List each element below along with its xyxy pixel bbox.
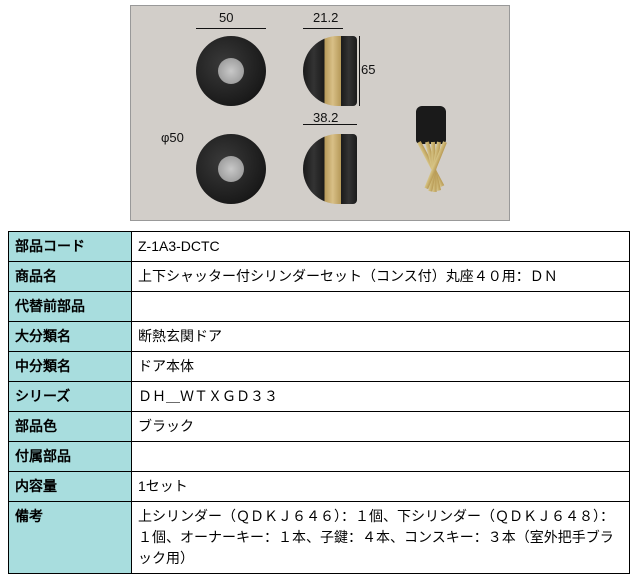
dim-width-50: 50: [219, 10, 233, 25]
table-row: 大分類名断熱玄関ドア: [9, 322, 630, 352]
table-row: 代替前部品: [9, 292, 630, 322]
row-label: 付属部品: [9, 442, 132, 472]
row-label: 商品名: [9, 262, 132, 292]
dim-width-212: 21.2: [313, 10, 338, 25]
row-value: [132, 442, 630, 472]
row-value: [132, 292, 630, 322]
row-value: Z-1A3-DCTC: [132, 232, 630, 262]
product-diagram: 50 21.2 65 38.2 φ50: [130, 5, 510, 221]
key-head-icon: [416, 106, 446, 144]
row-value: 上シリンダー（ＱＤＫＪ６４６）：１個、下シリンダー（ＱＤＫＪ６４８）：１個、オー…: [132, 502, 630, 574]
cylinder-side-top: [303, 36, 357, 106]
row-value: ドア本体: [132, 352, 630, 382]
row-label: 代替前部品: [9, 292, 132, 322]
dim-line: [303, 28, 343, 29]
table-row: 内容量1セット: [9, 472, 630, 502]
spec-table-body: 部品コードZ-1A3-DCTC商品名上下シャッター付シリンダーセット（コンス付）…: [9, 232, 630, 574]
row-value: ブラック: [132, 412, 630, 442]
cylinder-side-bottom: [303, 134, 357, 204]
dim-line: [359, 36, 360, 106]
row-label: シリーズ: [9, 382, 132, 412]
row-value: 1セット: [132, 472, 630, 502]
spec-table: 部品コードZ-1A3-DCTC商品名上下シャッター付シリンダーセット（コンス付）…: [8, 231, 630, 574]
table-row: 備考上シリンダー（ＱＤＫＪ６４６）：１個、下シリンダー（ＱＤＫＪ６４８）：１個、…: [9, 502, 630, 574]
table-row: 部品コードZ-1A3-DCTC: [9, 232, 630, 262]
dim-line: [196, 28, 266, 29]
keys-illustration: [381, 106, 481, 196]
row-label: 中分類名: [9, 352, 132, 382]
table-row: 商品名上下シャッター付シリンダーセット（コンス付）丸座４０用：ＤＮ: [9, 262, 630, 292]
row-label: 内容量: [9, 472, 132, 502]
keyhole-icon: [218, 58, 244, 84]
dim-depth-382: 38.2: [313, 110, 338, 125]
row-label: 部品コード: [9, 232, 132, 262]
table-row: 付属部品: [9, 442, 630, 472]
row-value: ＤＨ＿ＷＴＸＧＤ３３: [132, 382, 630, 412]
row-value: 上下シャッター付シリンダーセット（コンス付）丸座４０用：ＤＮ: [132, 262, 630, 292]
row-label: 部品色: [9, 412, 132, 442]
table-row: 部品色ブラック: [9, 412, 630, 442]
row-label: 大分類名: [9, 322, 132, 352]
table-row: シリーズＤＨ＿ＷＴＸＧＤ３３: [9, 382, 630, 412]
dim-height-65: 65: [361, 62, 375, 77]
table-row: 中分類名ドア本体: [9, 352, 630, 382]
row-label: 備考: [9, 502, 132, 574]
cylinder-front-top: [196, 36, 266, 106]
keyhole-icon: [218, 156, 244, 182]
dim-diameter: φ50: [161, 130, 184, 145]
cylinder-front-bottom: [196, 134, 266, 204]
dim-line: [303, 124, 357, 125]
row-value: 断熱玄関ドア: [132, 322, 630, 352]
